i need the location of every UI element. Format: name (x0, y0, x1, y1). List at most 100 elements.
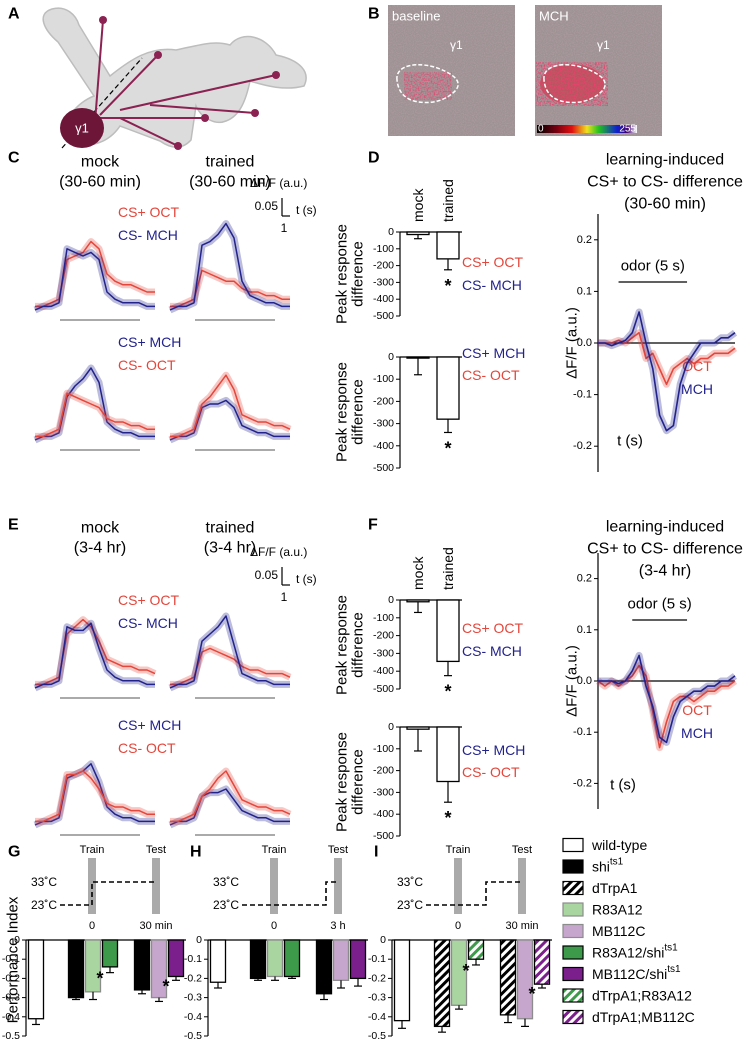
series-label: OCT (682, 358, 712, 374)
y-tick-label: -0.3 (2, 992, 20, 1004)
trace-line (170, 374, 291, 438)
legend-label: R83A12/shits1 (592, 942, 678, 961)
mushroom-body-diagram: γ1 (42, 7, 307, 150)
temp-label: 33˚C (213, 875, 239, 889)
bar (209, 939, 227, 983)
colorbar-label: 0 (538, 124, 544, 135)
error-bar (444, 781, 452, 803)
y-tick-label: 0 (14, 934, 20, 946)
panel-label: D (368, 150, 380, 167)
y-axis-label: difference (350, 612, 367, 678)
annotation: CS- MCH (462, 643, 522, 659)
bar (332, 939, 350, 981)
y-tick-label: 0.0 (577, 675, 592, 687)
annotation: CS- OCT (462, 367, 520, 383)
column-title: (30-60 min) (189, 174, 271, 191)
image-signal (536, 62, 608, 106)
asterisk: * (462, 961, 469, 981)
image-signal (404, 72, 452, 100)
y-tick-label: -500 (373, 830, 394, 842)
annotation: CS- OCT (462, 764, 520, 780)
y-tick-label: -100 (373, 373, 394, 385)
trace-line (35, 240, 155, 308)
asterisk: * (444, 808, 451, 828)
error-bar (444, 661, 452, 677)
temp-label: 23˚C (397, 898, 423, 912)
column-title: trained (206, 520, 255, 537)
error-bar (354, 978, 362, 987)
y-tick-label: 0 (388, 721, 394, 733)
colorbar (537, 125, 637, 133)
y-tick-label: -500 (373, 462, 394, 474)
bar (406, 356, 430, 359)
legend-name: MB112C (592, 923, 645, 939)
asterisk: * (444, 682, 451, 702)
image-title: MCH (539, 9, 569, 24)
legend-label: R83A12 (592, 902, 643, 918)
error-bar (414, 729, 422, 752)
time-label: 3 h (330, 920, 345, 932)
trace-line (170, 647, 291, 686)
time-label: 30 min (139, 920, 172, 932)
schedule-label: Train (80, 844, 105, 856)
scale-value: 0.05 (255, 199, 279, 213)
panel-label: C (8, 150, 20, 167)
legend-label: CS+ OCT (118, 204, 180, 220)
legend-swatch (562, 902, 584, 917)
y-tick-label: -0.2 (184, 972, 202, 984)
trace-line (169, 399, 290, 441)
neuron-branches (94, 19, 277, 147)
y-tick-label: -0.2 (2, 972, 20, 984)
y-tick-label: -0.4 (368, 1011, 386, 1023)
annotation: CS+ MCH (462, 345, 525, 361)
legend-name: R83A12/shi (592, 945, 664, 961)
error-bar (414, 234, 422, 240)
trace-band (35, 389, 155, 440)
y-tick-label: 0.1 (577, 285, 592, 297)
legend-swatch (562, 1009, 584, 1025)
trace-line (169, 222, 290, 311)
temperature-profile (426, 881, 522, 906)
bar (406, 726, 430, 730)
error-bar (438, 1026, 446, 1033)
column-title: (3-4 hr) (74, 540, 126, 557)
time-label: 30 min (505, 920, 538, 932)
y-tick-label: -300 (373, 786, 394, 798)
column-title: trained (206, 154, 255, 171)
error-bar (138, 989, 146, 995)
annotation: CS- MCH (462, 277, 522, 293)
chart-title: (30-60 min) (624, 196, 706, 213)
error-bar (414, 601, 422, 614)
schedule-label: Test (328, 844, 348, 856)
scale-label: t (s) (296, 572, 317, 586)
bar (436, 726, 460, 783)
y-tick-label: -0.5 (184, 1030, 202, 1042)
y-tick-label: -100 (373, 612, 394, 624)
time-label: 0 (89, 920, 95, 932)
y-tick-label: 0 (380, 934, 386, 946)
bar (467, 939, 485, 960)
legend-label: dTrpA1;MB112C (592, 1009, 695, 1025)
chart-title: learning-induced (606, 152, 724, 169)
schedule-label: Test (146, 844, 166, 856)
series-label: OCT (682, 702, 712, 718)
region-label: γ1 (597, 38, 610, 52)
test-box (334, 858, 342, 914)
column-title: mock (81, 520, 120, 537)
y-tick-label: -200 (373, 765, 394, 777)
error-bar (521, 1018, 529, 1028)
bar (433, 939, 451, 1028)
legend-label: CS+ MCH (118, 334, 181, 350)
y-tick-label: -0.2 (368, 972, 386, 984)
series-line (598, 331, 736, 386)
scale-label: ΔF/F (a.u.) (250, 176, 307, 190)
error-bar (337, 980, 345, 989)
bar (436, 231, 460, 260)
bar (436, 599, 460, 663)
error-bar (455, 1005, 463, 1010)
legend-sup: ts1 (664, 942, 678, 953)
time-label: 0 (271, 920, 277, 932)
y-axis-label: ΔF/F (a.u.) (564, 645, 581, 717)
error-bar (214, 982, 222, 989)
legend-swatch (562, 923, 584, 939)
